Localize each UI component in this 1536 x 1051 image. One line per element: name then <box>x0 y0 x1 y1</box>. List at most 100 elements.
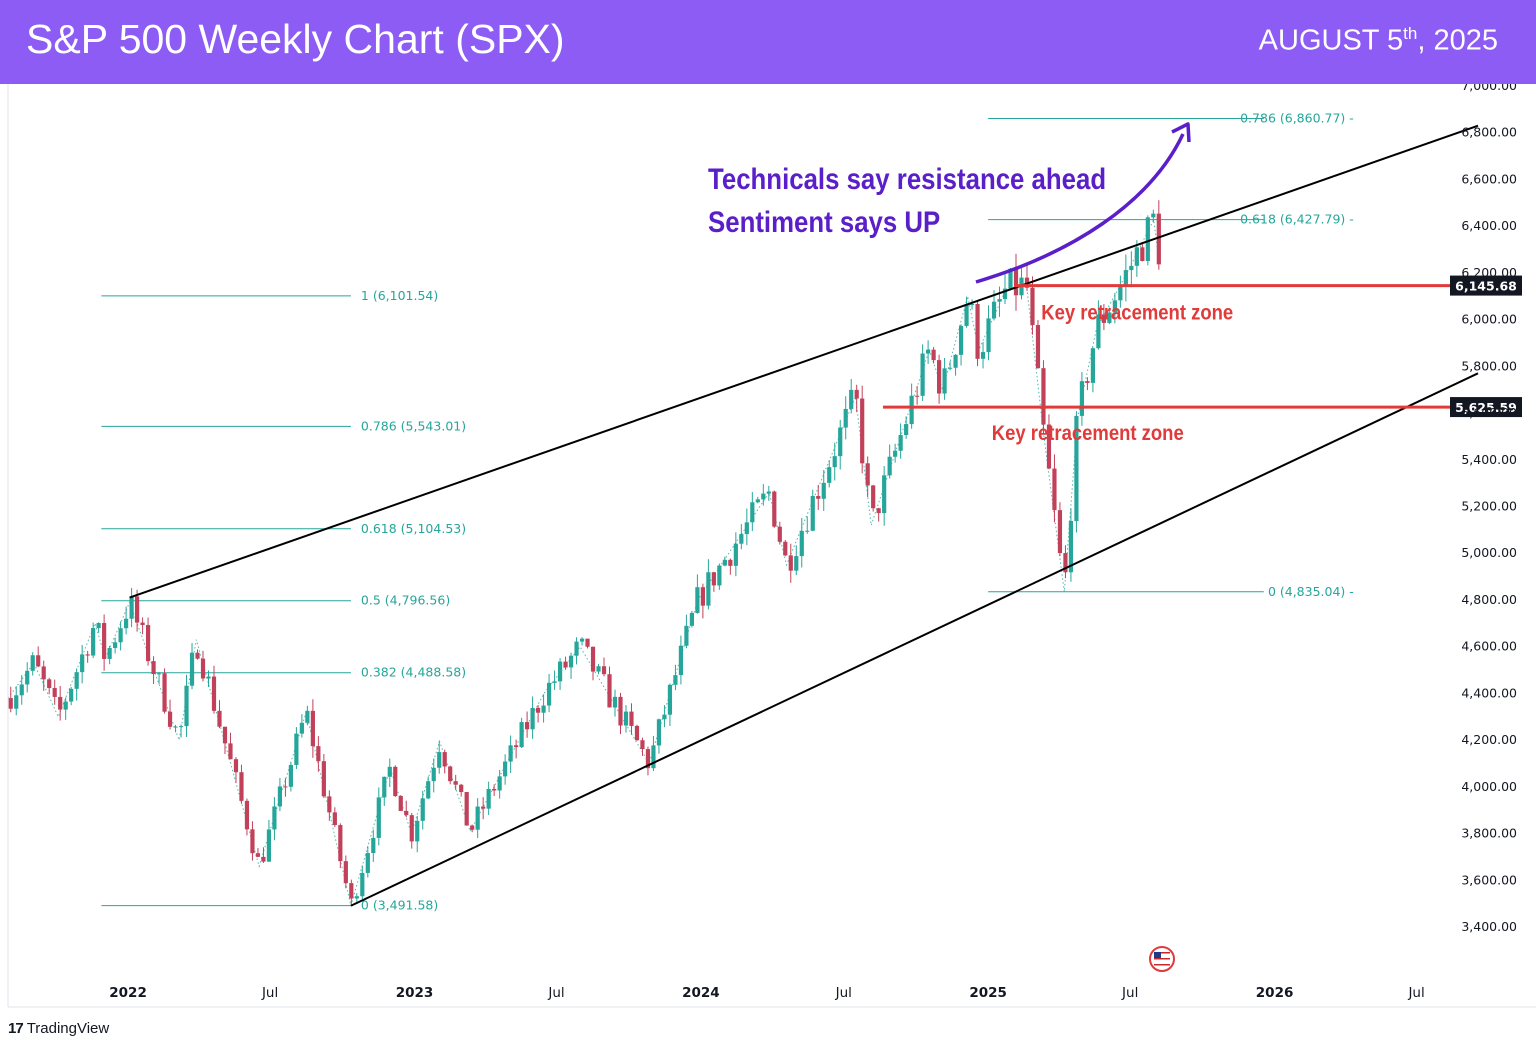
candle-body-198 <box>1096 314 1101 349</box>
candle-body-83 <box>464 792 469 826</box>
candle-body-12 <box>74 672 79 689</box>
date-year: , 2025 <box>1417 24 1498 57</box>
candle-body-29 <box>167 711 173 727</box>
candle-body-68 <box>382 776 387 798</box>
annotation-line-2: Sentiment says UP <box>708 205 940 238</box>
candle-body-201 <box>1112 300 1117 313</box>
candle-body-23 <box>134 596 140 623</box>
y-tick-label-5: 4,400.00 <box>1461 685 1517 700</box>
candle-body-28 <box>162 673 167 712</box>
candle-body-190 <box>1052 468 1057 511</box>
candle-body-103 <box>574 641 579 656</box>
tradingview-brand: TradingView <box>26 1020 110 1037</box>
x-tick-label-3: Jul <box>547 985 564 1001</box>
candle-body-93 <box>519 722 524 748</box>
fib2-label-1: 0.618 (6,427.79) - <box>1240 212 1354 227</box>
candle-body-115 <box>640 740 645 750</box>
candle-body-31 <box>178 726 184 728</box>
candle-body-82 <box>459 784 464 793</box>
candle-body-187 <box>1035 325 1041 369</box>
candle-body-14 <box>85 654 90 656</box>
candle-body-66 <box>371 837 376 854</box>
candle-body-69 <box>387 766 392 777</box>
fib2-label-0: 0.786 (6,860.77) - <box>1240 111 1354 126</box>
candle-body-104 <box>579 638 585 642</box>
key-level-tag-text-0: 6,145.68 <box>1455 279 1517 294</box>
candle-body-18 <box>107 647 112 659</box>
candlestick-chart[interactable]: 1 (6,101.54) 0.786 (5,543.01) 0.618 (5,104… <box>0 84 1536 1020</box>
x-tick-label-2: 2023 <box>396 985 434 1001</box>
candle-body-179 <box>991 301 997 319</box>
candle-body-113 <box>629 711 634 726</box>
candle-body-205 <box>1134 247 1139 266</box>
candle-body-85 <box>475 806 480 830</box>
candle-body-203 <box>1123 270 1128 285</box>
candle-body-129 <box>717 565 722 586</box>
candle-body-30 <box>173 726 178 728</box>
candle-body-9 <box>58 696 63 710</box>
candle-body-112 <box>623 711 629 726</box>
candle-body-32 <box>184 685 189 727</box>
candle-body-35 <box>200 658 206 679</box>
candle-body-43 <box>244 800 250 830</box>
candle-body-92 <box>514 745 519 748</box>
candle-body-167 <box>926 349 931 354</box>
y-tick-label-12: 5,800.00 <box>1461 358 1517 373</box>
path-layer <box>7 218 1159 906</box>
candle-body-204 <box>1129 265 1134 271</box>
candle-body-25 <box>145 625 151 662</box>
y-tick-label-10: 5,400.00 <box>1461 452 1517 467</box>
candle-body-24 <box>140 622 145 626</box>
zigzag-path <box>7 218 1159 906</box>
candle-body-119 <box>662 714 667 720</box>
candle-body-176 <box>975 303 980 359</box>
candle-body-134 <box>744 522 749 535</box>
candle-body-17 <box>102 623 107 659</box>
candle-body-46 <box>261 856 266 862</box>
y-tick-label-14: 6,200.00 <box>1461 265 1517 280</box>
candle-body-207 <box>1145 217 1150 261</box>
candle-body-143 <box>794 556 799 571</box>
y-tick-label-0: 3,400.00 <box>1461 919 1517 934</box>
candle-body-48 <box>272 806 277 830</box>
candle-body-101 <box>563 661 568 668</box>
candle-body-192 <box>1063 553 1068 573</box>
candle-body-177 <box>980 352 986 359</box>
fib-layer: 1 (6,101.54) 0.786 (5,543.01) 0.618 (5,104… <box>101 111 1354 913</box>
candle-body-37 <box>211 676 217 711</box>
candle-body-162 <box>898 435 903 451</box>
us-flag-stripe-4 <box>1154 964 1170 966</box>
fib1-label-4: 0.382 (4,488.58) <box>361 665 466 680</box>
y-tick-label-16: 6,600.00 <box>1461 171 1517 186</box>
candle-body-94 <box>525 722 530 730</box>
candle-body-173 <box>958 325 964 355</box>
candle-body-193 <box>1068 521 1074 573</box>
candle-body-54 <box>305 710 310 723</box>
candle-body-196 <box>1085 381 1090 383</box>
candle-body-45 <box>255 853 261 857</box>
candle-body-208 <box>1151 213 1156 218</box>
candle-body-194 <box>1074 415 1079 522</box>
candle-body-108 <box>601 666 607 675</box>
candle-body-75 <box>420 798 425 821</box>
candle-body-188 <box>1041 368 1046 425</box>
candle-body-195 <box>1079 381 1085 416</box>
candle-body-1 <box>14 695 19 709</box>
date-main: AUGUST 5 <box>1258 24 1404 57</box>
tradingview-mark-icon: 17 <box>8 1020 24 1037</box>
candle-body-26 <box>151 661 156 674</box>
x-tick-label-4: 2024 <box>682 985 720 1001</box>
x-tick-label-6: 2025 <box>969 985 1007 1001</box>
candle-body-6 <box>41 666 46 680</box>
candle-body-109 <box>607 674 612 708</box>
candle-body-183 <box>1013 268 1019 296</box>
annotation-line-1: Technicals say resistance ahead <box>708 162 1106 195</box>
candle-body-135 <box>750 502 755 523</box>
key-level-tag-0 <box>1450 275 1522 296</box>
candle-body-180 <box>997 299 1002 302</box>
candle-body-137 <box>761 493 766 500</box>
candle-body-126 <box>700 587 705 606</box>
candle-body-127 <box>706 572 711 606</box>
candle-body-4 <box>30 655 35 671</box>
y-tick-label-9: 5,200.00 <box>1461 499 1517 514</box>
